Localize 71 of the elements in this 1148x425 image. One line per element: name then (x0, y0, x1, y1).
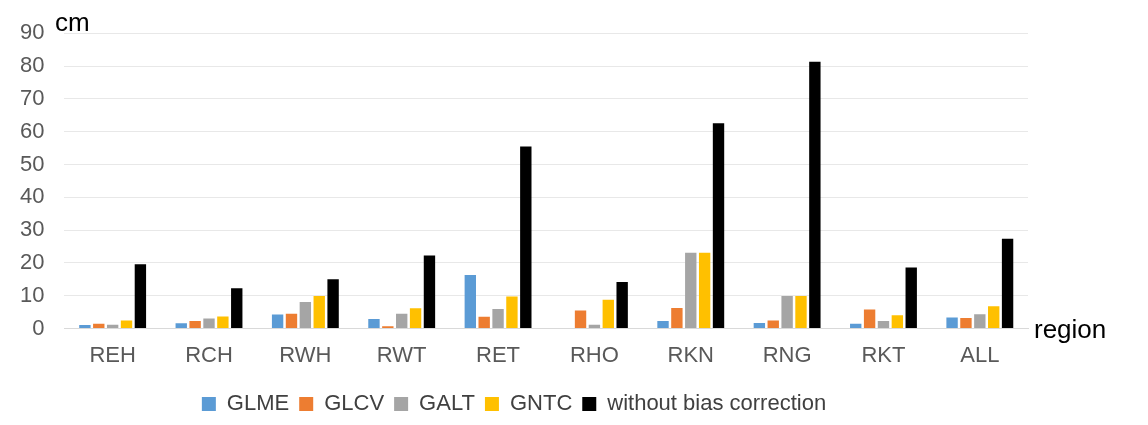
bar (492, 308, 504, 329)
x-tick-label: REH (89, 341, 136, 367)
x-tick-label: RHO (569, 341, 619, 367)
bar (891, 315, 904, 329)
bar (988, 306, 1000, 329)
bar (698, 252, 711, 329)
bar (753, 323, 766, 329)
bar (134, 264, 147, 329)
bar (974, 314, 986, 329)
bar (712, 123, 725, 329)
bar (602, 299, 614, 329)
bar (189, 321, 201, 329)
bar (863, 309, 876, 329)
bar (120, 320, 133, 329)
y-tick-label: 10 (19, 281, 45, 307)
y-tick-label: 50 (19, 150, 45, 176)
y-tick-label: 70 (19, 84, 45, 110)
bar (285, 313, 298, 329)
bar (781, 296, 793, 329)
bar (313, 296, 325, 329)
x-tick-label: RWH (279, 341, 332, 367)
y-tick-label: 80 (19, 52, 45, 78)
bar (368, 319, 380, 329)
bar (671, 307, 683, 329)
legend-label: without bias correction (606, 390, 827, 416)
bar (203, 318, 215, 329)
bar (299, 302, 312, 329)
bar (877, 321, 890, 329)
bar (809, 61, 821, 329)
y-tick-label: 20 (19, 249, 45, 275)
x-axis-title: region (1034, 313, 1107, 344)
bar (231, 288, 243, 329)
bar (574, 310, 587, 329)
legend-label: GLME (226, 390, 290, 416)
bar (271, 314, 284, 329)
y-axis-title: cm (55, 7, 90, 38)
x-tick-label: RCH (185, 341, 233, 367)
bar (520, 146, 532, 329)
bar (423, 255, 436, 329)
bar (478, 316, 490, 329)
y-tick-label: 40 (19, 183, 45, 209)
bar (795, 296, 807, 329)
bar (657, 321, 669, 329)
bar (175, 323, 187, 329)
bar (506, 296, 518, 329)
bar (905, 267, 917, 329)
legend-label: GNTC (509, 390, 573, 416)
legend-label: GALT (419, 390, 475, 416)
x-tick-label: RWT (376, 341, 427, 367)
x-tick-label: RNG (762, 341, 812, 367)
bar (217, 316, 229, 329)
bar (409, 308, 422, 329)
y-tick-label: 90 (19, 19, 45, 45)
x-tick-label: RKN (667, 341, 714, 367)
bar (946, 317, 958, 329)
bar (464, 275, 476, 329)
bar (960, 318, 972, 329)
x-tick-label: ALL (960, 341, 1000, 367)
bar (616, 281, 628, 329)
bar (767, 320, 779, 329)
x-tick-label: RKT (861, 341, 906, 367)
bar (396, 313, 408, 329)
x-tick-label: RET (476, 341, 521, 367)
bar (79, 324, 91, 329)
bar (1001, 238, 1014, 329)
bar (685, 252, 697, 329)
bar (327, 279, 339, 329)
y-tick-label: 30 (19, 216, 45, 242)
legend-label: GLCV (324, 390, 385, 416)
y-tick-label: 60 (19, 117, 45, 143)
y-tick-label: 0 (32, 314, 45, 340)
